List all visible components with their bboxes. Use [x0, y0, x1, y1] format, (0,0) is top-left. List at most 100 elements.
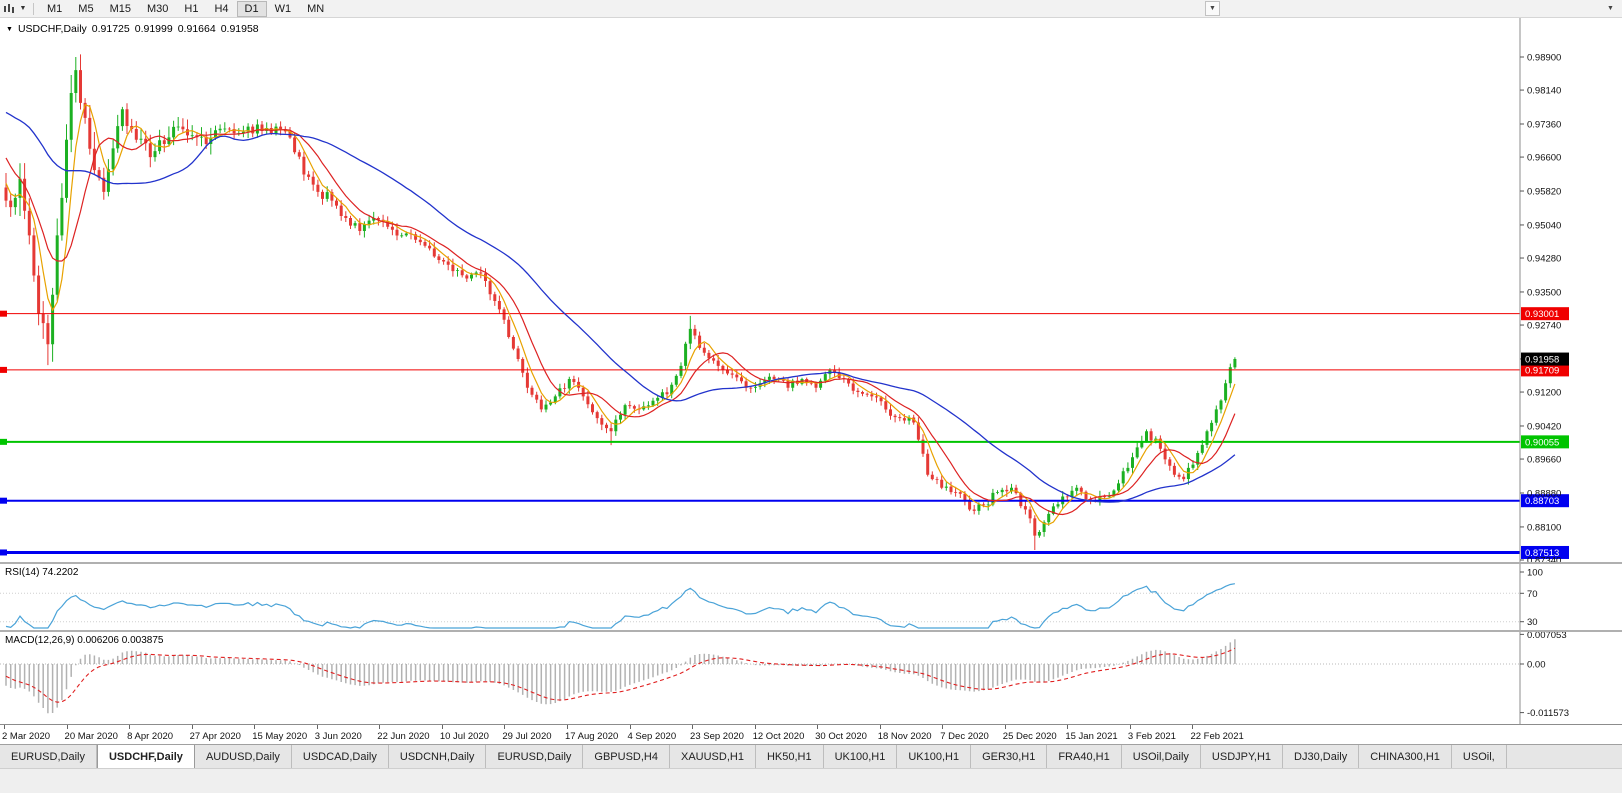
time-axis-label: 25 Dec 2020	[1002, 731, 1057, 742]
ma-mid-line	[5, 128, 1236, 516]
chart-tab-dj30-daily[interactable]: DJ30,Daily	[1283, 745, 1360, 768]
time-axis-tick	[441, 725, 443, 729]
time-axis-tick	[316, 725, 318, 729]
chart-tab-gbpusd-h4[interactable]: GBPUSD,H4	[583, 745, 670, 768]
hline-0.93001[interactable]: 0.93001	[0, 307, 1569, 321]
price-axis-label: 0.87340	[1527, 555, 1561, 562]
hline-0.88703[interactable]: 0.88703	[0, 494, 1569, 508]
macd-panel[interactable]: 0.007053 0.00 -0.011573 MACD(12,26,9) 0.00…	[0, 630, 1622, 724]
price-axis-label: 0.95040	[1527, 220, 1561, 231]
chart-tab-usdcnh-daily[interactable]: USDCNH,Daily	[388, 745, 487, 768]
rsi-axis-label: 70	[1527, 589, 1538, 600]
timeframe-m15-button[interactable]: M15	[109, 2, 131, 15]
rsi-canvas[interactable]: 100 70 30	[0, 564, 1622, 630]
hline-0.91709[interactable]: 0.91709	[0, 363, 1569, 377]
chart-tab-hk50-h1[interactable]: HK50,H1	[755, 745, 824, 768]
up-candle-wicks	[14, 57, 1236, 538]
toolbar-overflow-button[interactable]: ▼	[1205, 1, 1220, 16]
time-axis-label: 22 Feb 2021	[1190, 731, 1244, 742]
chart-tab-usdcad-daily[interactable]: USDCAD,Daily	[291, 745, 389, 768]
chart-tab-usoil-daily[interactable]: USOil,Daily	[1121, 745, 1201, 768]
macd-axis-label: -0.011573	[1527, 708, 1569, 719]
chart-tab-usdchf-daily[interactable]: USDCHF,Daily	[96, 745, 195, 768]
time-axis-tick	[692, 725, 694, 729]
time-axis-label: 15 May 2020	[252, 731, 308, 742]
price-axis-label: 0.91200	[1527, 388, 1561, 399]
line-price-badge-text: 0.91709	[1525, 365, 1559, 376]
line-left-marker	[0, 549, 7, 556]
timeframe-w1-button[interactable]: W1	[274, 2, 292, 15]
chart-tab-usdjpy-h1[interactable]: USDJPY,H1	[1200, 745, 1284, 768]
line-left-marker	[0, 497, 7, 504]
toolbar-separator	[33, 2, 34, 15]
macd-axis-label: 0.00	[1527, 660, 1546, 671]
time-axis-tick	[191, 725, 193, 729]
time-axis-tick	[879, 725, 881, 729]
price-axis-label: 0.92740	[1527, 321, 1561, 332]
rsi-panel[interactable]: 100 70 30 RSI(14) 74.2202	[0, 562, 1622, 630]
chart-tab-eurusd-daily[interactable]: EURUSD,Daily	[486, 745, 584, 768]
rsi-axis[interactable]: 100 70 30	[1519, 564, 1543, 630]
hline-0.90055[interactable]: 0.90055	[0, 435, 1569, 449]
price-axis[interactable]: 0.98900 0.98140 0.97360 0.96600 0.95820 0.950…	[1519, 18, 1561, 562]
time-axis-label: 22 Jun 2020	[377, 731, 430, 742]
timeframe-mn-button[interactable]: MN	[307, 2, 325, 15]
bar-chart-glyph	[4, 3, 14, 13]
time-axis[interactable]: 2 Mar 2020 20 Mar 2020 8 Apr 2020 27 Apr 20…	[0, 724, 1622, 744]
macd-signal-line	[5, 647, 1236, 703]
time-axis-tick	[566, 725, 568, 729]
timeframe-h4-button[interactable]: H4	[214, 2, 229, 15]
time-axis-tick	[379, 725, 381, 729]
chart-tab-uk100-h1[interactable]: UK100,H1	[897, 745, 972, 768]
chart-mode-icon[interactable]	[0, 1, 18, 17]
macd-axis-label: 0.007053	[1527, 632, 1567, 641]
chart-mode-dropdown-icon[interactable]: ▼	[19, 5, 27, 12]
price-axis-label: 0.88880	[1527, 488, 1561, 499]
time-axis-tick	[942, 725, 944, 729]
price-axis-label: 0.90420	[1527, 421, 1561, 432]
line-price-badge	[1521, 435, 1569, 449]
time-axis-tick	[129, 725, 131, 729]
chart-tab-ger30-h1[interactable]: GER30,H1	[971, 745, 1048, 768]
chart-tab-xauusd-h1[interactable]: XAUUSD,H1	[669, 745, 756, 768]
toolbar-overflow-right-icon[interactable]: ▼	[1607, 5, 1614, 12]
hline-0.87513[interactable]: 0.87513	[0, 545, 1569, 559]
line-price-badge	[1521, 363, 1569, 377]
time-axis-tick	[254, 725, 256, 729]
price-chart-panel[interactable]: 0.93001 0.91709 0.90055 0.88703 0.87513 0.989…	[0, 18, 1622, 562]
price-axis-label: 0.96600	[1527, 153, 1561, 164]
chart-tab-uk100-h1[interactable]: UK100,H1	[823, 745, 898, 768]
rsi-axis-label: 30	[1527, 617, 1538, 628]
macd-axis[interactable]: 0.007053 0.00 -0.011573	[1519, 632, 1569, 724]
timeframe-buttons: M1 M5 M15 M30 H1 H4 D1 W1 MN	[39, 0, 332, 18]
time-axis-tick	[817, 725, 819, 729]
time-axis-label: 27 Apr 2020	[189, 731, 241, 742]
timeframe-m1-button[interactable]: M1	[47, 2, 63, 15]
chart-tab-audusd-daily[interactable]: AUDUSD,Daily	[194, 745, 292, 768]
line-price-badge	[1521, 307, 1569, 321]
time-axis-label: 23 Sep 2020	[690, 731, 744, 742]
current-price-text: 0.91958	[1525, 355, 1559, 366]
chart-tab-bar: EURUSD,Daily USDCHF,Daily AUDUSD,Daily USDC…	[0, 744, 1622, 768]
chart-tab-china300-h1[interactable]: CHINA300,H1	[1359, 745, 1452, 768]
time-axis-label: 10 Jul 2020	[439, 731, 489, 742]
ma-slow-line	[5, 111, 1236, 503]
time-axis-label: 17 Aug 2020	[564, 731, 619, 742]
price-axis-label: 0.95820	[1527, 187, 1561, 198]
macd-canvas[interactable]: 0.007053 0.00 -0.011573	[0, 632, 1622, 724]
timeframe-d1-button[interactable]: D1	[236, 0, 267, 17]
timeframe-h1-button[interactable]: H1	[184, 2, 199, 15]
price-axis-label: 0.88100	[1527, 522, 1561, 533]
chart-tab-eurusd-daily[interactable]: EURUSD,Daily	[0, 745, 97, 768]
price-chart-canvas[interactable]: 0.930010.917090.900550.887030.875130.989…	[0, 18, 1622, 562]
time-axis-tick	[504, 725, 506, 729]
timeframe-m30-button[interactable]: M30	[146, 2, 169, 15]
chart-tab-usoil[interactable]: USOil,	[1451, 745, 1507, 768]
line-price-badge-text: 0.90055	[1525, 437, 1559, 448]
time-axis-label: 12 Oct 2020	[752, 731, 805, 742]
timeframe-m5-button[interactable]: M5	[78, 2, 94, 15]
time-axis-label: 29 Jul 2020	[502, 731, 552, 742]
chart-tab-fra40-h1[interactable]: FRA40,H1	[1047, 745, 1122, 768]
candles-layer	[4, 54, 1237, 550]
